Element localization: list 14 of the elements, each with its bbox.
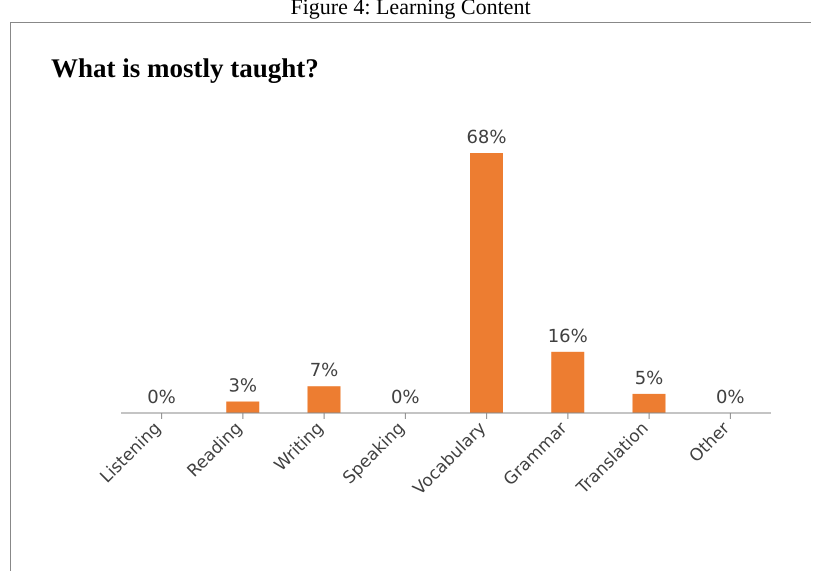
chart-title: What is mostly taught?: [51, 53, 319, 84]
data-label: 16%: [548, 326, 588, 347]
bar: [470, 153, 503, 413]
data-label: 5%: [634, 368, 664, 389]
data-label: 3%: [228, 376, 258, 397]
bar: [308, 386, 340, 413]
data-label: 68%: [466, 127, 507, 148]
data-label: 0%: [390, 387, 420, 408]
data-label: 7%: [310, 360, 338, 382]
bar: [632, 394, 666, 413]
bar: [551, 352, 584, 413]
data-label: 0%: [147, 387, 176, 408]
bar: [226, 402, 260, 413]
data-label: 0%: [716, 387, 745, 408]
